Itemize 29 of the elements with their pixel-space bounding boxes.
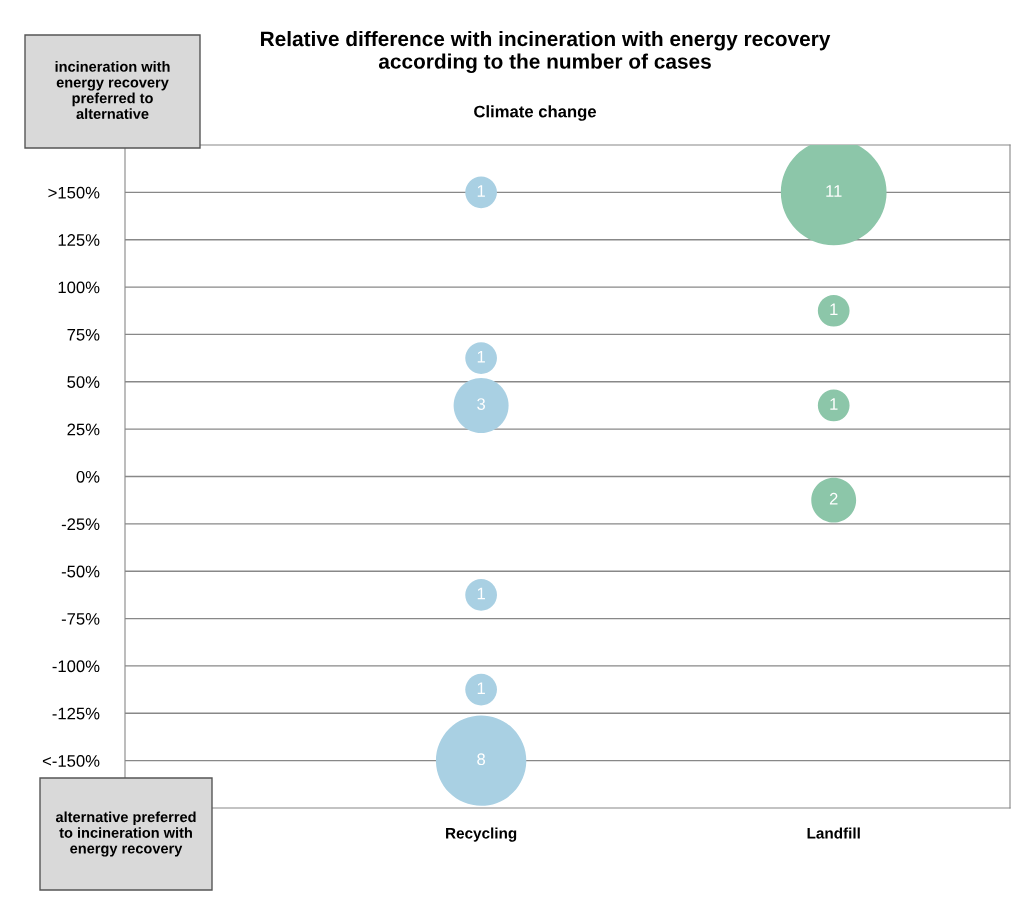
y-tick-label: -50% (61, 565, 100, 578)
y-tick-label: -75% (61, 613, 100, 625)
annotation: 2 (829, 492, 838, 505)
text: alternative preferred to incineration with energy recovery (55, 811, 196, 857)
text: incineration with energy recovery preferred to alternative (55, 61, 170, 120)
y-tick-label: >150% (48, 186, 100, 199)
x-tick-label: Landfill (807, 827, 860, 839)
y-tick-label: <-150% (42, 755, 100, 767)
y-tick-label: -25% (61, 518, 100, 531)
annotation: 3 (477, 398, 486, 410)
annotation: 11 (826, 185, 842, 197)
y-tick-label: 25% (67, 423, 100, 436)
annotation: 1 (830, 398, 838, 410)
y-tick-label: -125% (52, 707, 100, 720)
y-tick-label: 100% (58, 281, 100, 294)
annotation: 8 (477, 753, 486, 766)
y-tick-label: 75% (67, 328, 100, 341)
annotation: 1 (477, 682, 485, 694)
annotation: 1 (477, 185, 485, 197)
y-tick-label: -100% (52, 660, 100, 673)
annotation: 1 (830, 303, 838, 316)
chart-title: Relative difference with incineration with energy recovery according to the number of cases (261, 30, 831, 74)
x-tick-label: Recycling (446, 827, 517, 842)
y-tick-label: 50% (67, 376, 100, 388)
y-tick-label: 125% (58, 234, 100, 246)
annotation: 1 (477, 350, 485, 363)
y-tick-label: 0% (76, 470, 100, 483)
chart-subtitle: Climate change (474, 105, 597, 121)
annotation: 1 (477, 587, 485, 600)
